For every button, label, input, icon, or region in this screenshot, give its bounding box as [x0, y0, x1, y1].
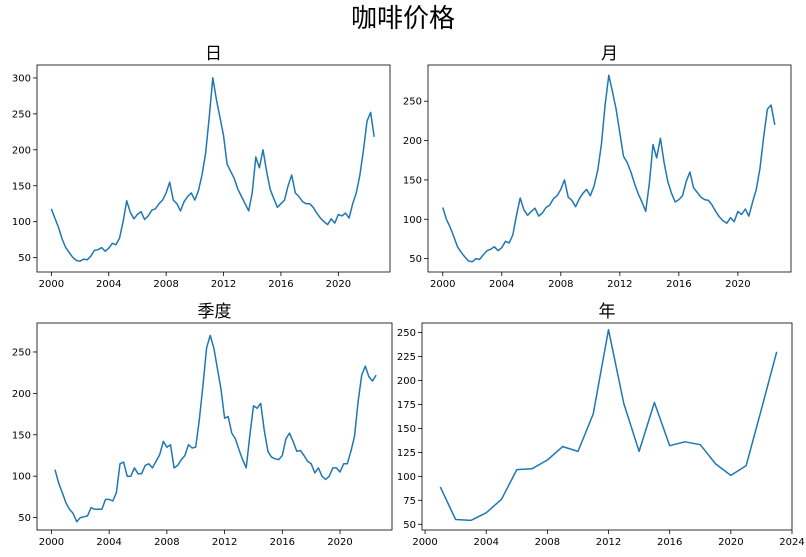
x-tick-label: 2004 [96, 279, 121, 290]
y-tick-label: 225 [397, 352, 416, 363]
x-tick-label: 2008 [535, 537, 560, 548]
plot-frame [36, 322, 393, 531]
x-tick-label: 2024 [779, 537, 804, 548]
y-tick-label: 250 [403, 97, 422, 108]
x-tick-label: 2004 [489, 279, 514, 290]
y-tick-label: 300 [12, 73, 31, 84]
y-tick-label: 150 [12, 181, 31, 192]
subplot-title: 年 [599, 302, 616, 322]
y-tick-label: 150 [403, 175, 422, 186]
y-tick-label: 50 [409, 254, 422, 265]
x-tick-label: 2012 [211, 279, 236, 290]
y-tick-label: 250 [397, 328, 416, 339]
series-line [439, 328, 778, 522]
x-tick-label: 2008 [548, 279, 573, 290]
subplot-title: 季度 [198, 302, 232, 322]
x-tick-label: 2004 [473, 537, 498, 548]
subplot-title: 月 [601, 44, 618, 64]
subplot-1: 日 2000 2004 2008 2012 2016 2020 50 100 150 200 250 3… [12, 44, 391, 290]
x-tick-label: 2004 [96, 537, 121, 548]
y-tick-label: 150 [397, 424, 416, 435]
x-tick-label: 2016 [268, 279, 293, 290]
y-tick-label: 100 [12, 217, 31, 228]
y-tick-label: 75 [403, 496, 416, 507]
y-tick-label: 200 [397, 376, 416, 387]
x-tick-label: 2020 [725, 279, 750, 290]
subplot-title: 日 [205, 44, 222, 64]
x-tick-label: 2012 [607, 279, 632, 290]
x-tick-label: 2008 [154, 537, 179, 548]
y-tick-label: 200 [403, 136, 422, 147]
figure-title: 咖啡价格 [350, 4, 455, 34]
y-tick-label: 250 [12, 347, 31, 358]
x-tick-label: 2012 [596, 537, 621, 548]
x-tick-label: 2016 [666, 279, 691, 290]
y-tick-label: 100 [403, 215, 422, 226]
subplot-4: 年 2000 2004 2008 2012 2016 2020 2024 50 75 100 125 1… [397, 302, 805, 548]
y-tick-label: 50 [403, 520, 416, 531]
plot-frame [427, 64, 792, 273]
x-tick-label: 2000 [430, 279, 455, 290]
x-tick-label: 2000 [39, 537, 64, 548]
x-tick-label: 2020 [327, 537, 352, 548]
series-line [50, 77, 375, 262]
x-tick-label: 2012 [212, 537, 237, 548]
series-line [442, 74, 776, 263]
x-tick-label: 2008 [153, 279, 178, 290]
y-tick-label: 175 [397, 400, 416, 411]
y-tick-label: 100 [397, 472, 416, 483]
subplot-2: 月 2000 2004 2008 2012 2016 2020 50 100 150 200 250 [403, 44, 792, 290]
y-tick-label: 150 [12, 430, 31, 441]
subplot-3: 季度 2000 2004 2008 2012 2016 2020 50 100 150 200 250 [12, 302, 393, 548]
y-tick-label: 50 [18, 513, 31, 524]
x-tick-label: 2000 [412, 537, 437, 548]
x-tick-label: 2016 [657, 537, 682, 548]
plot-frame [36, 64, 391, 273]
plot-frame [421, 322, 793, 531]
y-tick-label: 100 [12, 472, 31, 483]
series-line [54, 334, 377, 523]
y-tick-label: 50 [18, 253, 31, 264]
y-tick-label: 200 [12, 389, 31, 400]
x-tick-label: 2020 [718, 537, 743, 548]
x-tick-label: 2020 [326, 279, 351, 290]
x-tick-label: 2000 [39, 279, 64, 290]
y-tick-label: 125 [397, 448, 416, 459]
y-tick-label: 250 [12, 109, 31, 120]
y-tick-label: 200 [12, 145, 31, 156]
x-tick-label: 2016 [270, 537, 295, 548]
